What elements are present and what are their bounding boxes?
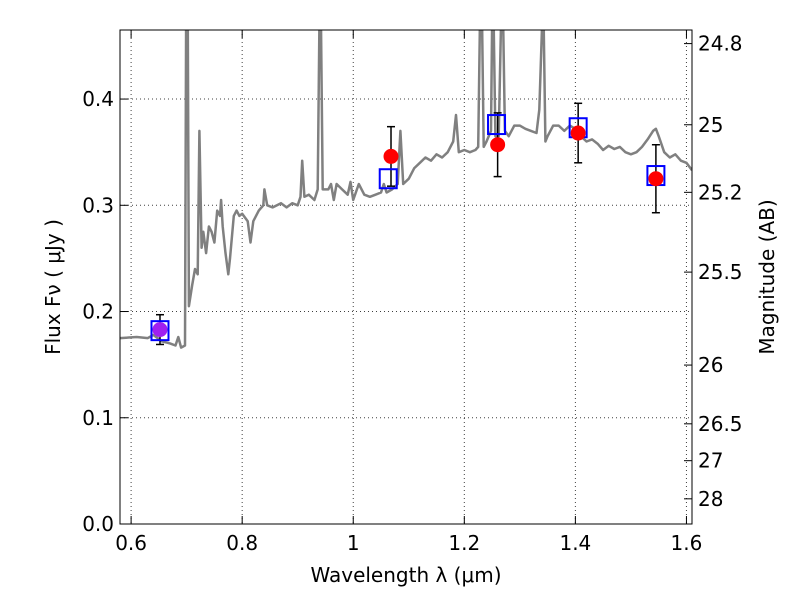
ticks-layer [120,30,692,525]
y2-tick-label: 26 [698,353,723,377]
x-tick-label: 1.6 [671,531,703,555]
y-tick-label: 0.2 [82,300,114,324]
model-point [150,320,170,342]
observed-point [648,171,664,187]
grid-layer [120,30,692,525]
x-tick-label: 1.2 [448,531,480,555]
y2-tick-label: 28 [698,487,723,511]
spectrum-layer [120,30,692,349]
model-point [487,114,507,136]
x-tick-label: 0.8 [226,531,258,555]
x-tick-label: 1.4 [559,531,591,555]
y-tick-label: 0.1 [82,406,114,430]
x-axis-title: Wavelength λ (μm) [310,563,501,587]
spectrum-line [120,30,692,349]
observed-point [383,148,399,164]
observed-point [152,322,168,338]
y2-axis-title: Magnitude (AB) [755,199,779,354]
y2-tick-label: 25.5 [698,260,743,284]
y-tick-label: 0.3 [82,193,114,217]
y2-tick-label: 25.2 [698,180,743,204]
y2-tick-label: 26.5 [698,412,743,436]
tick-labels-layer: 0.6 0.8 1 1.2 1.4 1.6 0.0 0.1 0.2 0.3 0.4 24.8 25 25.… [82,32,742,555]
y-tick-label: 0.0 [82,512,114,536]
model-point [378,168,398,190]
observed-point [490,137,506,153]
model-photometry-layer [150,114,666,342]
y2-tick-label: 24.8 [698,32,743,56]
y-tick-label: 0.4 [82,87,114,111]
y2-tick-label: 27 [698,449,723,473]
observed-photometry-layer [152,125,664,338]
y-axis-title: Flux Fν ( μJy ) [41,219,65,355]
x-tick-label: 0.6 [115,531,147,555]
x-tick-label: 1 [347,531,360,555]
observed-point [570,125,586,141]
y2-tick-label: 25 [698,113,723,137]
plot-frame [119,29,693,525]
